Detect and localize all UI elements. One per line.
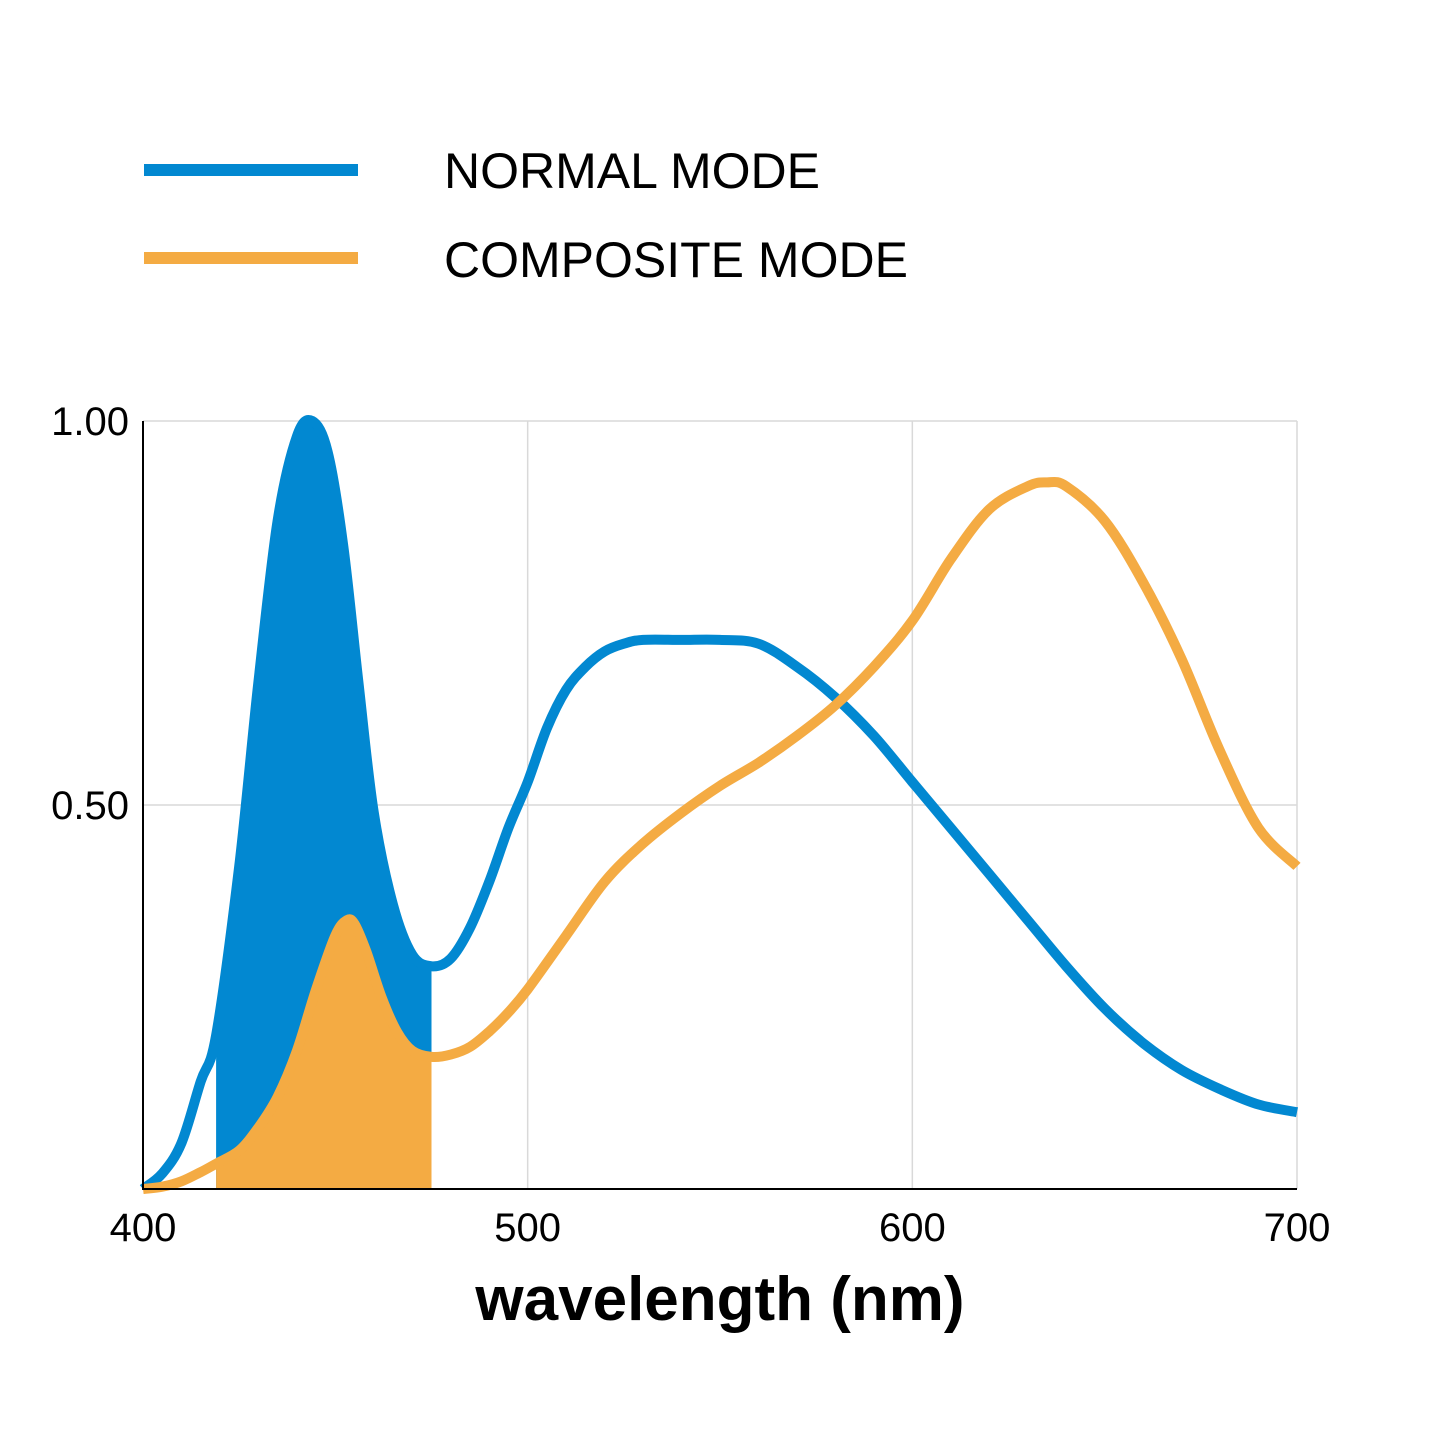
legend-label-normal-mode: NORMAL MODE xyxy=(444,143,820,199)
plot-area: 400 500 600 700 0.50 1.00 xyxy=(51,400,1330,1250)
y-tick-label: 1.00 xyxy=(51,400,129,444)
x-tick-label: 400 xyxy=(110,1206,177,1250)
series-line-composite-mode xyxy=(142,476,1301,1194)
legend: NORMAL MODE COMPOSITE MODE xyxy=(144,143,908,288)
x-tick-label: 700 xyxy=(1264,1206,1331,1250)
x-tick-label: 500 xyxy=(494,1206,561,1250)
axes xyxy=(142,421,1297,1190)
y-tick-label: 0.50 xyxy=(51,784,129,828)
series-lines xyxy=(139,415,1301,1194)
x-axis-title: wavelength (nm) xyxy=(474,1265,964,1334)
tick-labels: 400 500 600 700 0.50 1.00 xyxy=(51,400,1330,1250)
legend-label-composite-mode: COMPOSITE MODE xyxy=(444,232,908,288)
x-tick-label: 600 xyxy=(879,1206,946,1250)
series-line-normal-mode xyxy=(139,415,1298,1194)
